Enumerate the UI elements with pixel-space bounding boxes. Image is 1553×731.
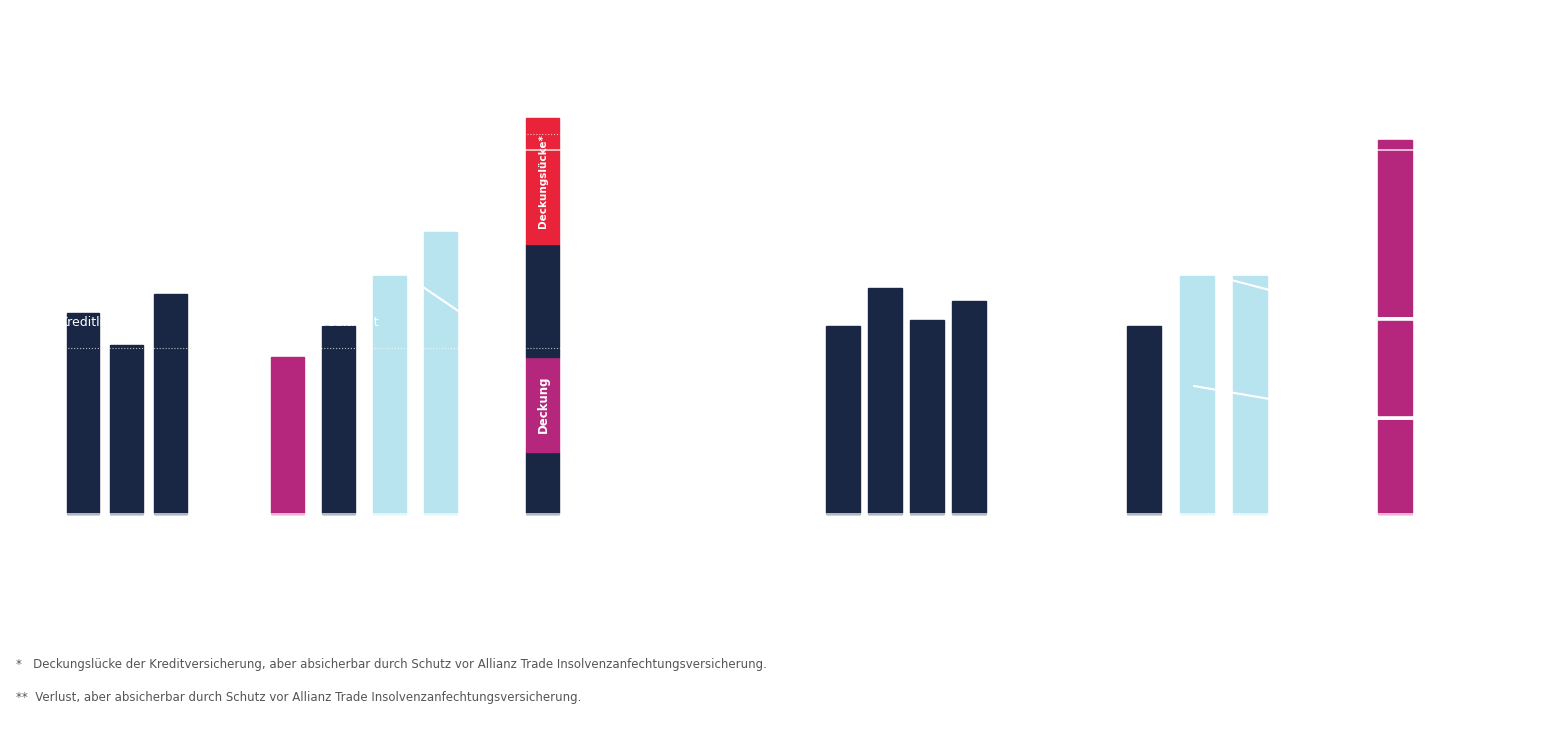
Bar: [154, 295, 186, 515]
Bar: [526, 452, 559, 515]
Bar: [952, 300, 986, 515]
Text: Unbezahlte
Forderungen: Unbezahlte Forderungen: [503, 549, 582, 577]
Text: 2. Als Einzelversicherung: 2. Als Einzelversicherung: [803, 43, 1100, 63]
Bar: [826, 326, 860, 515]
Bar: [67, 314, 99, 515]
Text: Bezahlte
Forderungen: Bezahlte Forderungen: [82, 549, 162, 577]
Text: Angefochtene
Forderungen: Angefochtene Forderungen: [351, 549, 439, 577]
Bar: [1180, 276, 1214, 515]
Bar: [272, 357, 304, 515]
Bar: [526, 244, 559, 357]
Text: Kreditlimit: Kreditlimit: [59, 317, 124, 329]
Bar: [868, 288, 902, 515]
Bar: [110, 345, 143, 515]
Text: Insolvenzzeitpunkt: Insolvenzzeitpunkt: [822, 96, 940, 109]
Text: *   Deckungslücke der Kreditversicherung, aber absicherbar durch Schutz vor Alli: * Deckungslücke der Kreditversicherung, …: [16, 658, 766, 671]
Text: **  Verlust, aber absicherbar durch Schutz vor Allianz Trade Insolvenzanfechtung: ** Verlust, aber absicherbar durch Schut…: [16, 691, 581, 704]
Bar: [1126, 326, 1160, 515]
Bar: [526, 118, 559, 244]
Text: Kreditlimit: Kreditlimit: [315, 317, 379, 329]
Bar: [424, 232, 457, 515]
Text: Bezahlte
Forderungen: Bezahlte Forderungen: [862, 549, 941, 577]
Bar: [1378, 140, 1412, 316]
Text: Verlust**: Verlust**: [1367, 549, 1423, 562]
Text: Allianz Trade Kreditversicherung: Allianz Trade Kreditversicherung: [40, 77, 433, 97]
Text: Insolvenzzeitpunkt: Insolvenzzeitpunkt: [59, 96, 177, 109]
Bar: [373, 276, 405, 515]
Text: Insolvenzzeitpunkt: Insolvenzzeitpunkt: [315, 96, 432, 109]
Bar: [321, 326, 356, 515]
Bar: [1378, 321, 1412, 415]
Text: 1. Als Ergänzung einer: 1. Als Ergänzung einer: [40, 43, 307, 63]
Bar: [1378, 420, 1412, 515]
Text: Angefochtene
Forderungen: Angefochtene Forderungen: [1166, 549, 1253, 577]
Text: Deckungslücke*: Deckungslücke*: [537, 135, 548, 228]
Text: Deckung: Deckung: [536, 376, 550, 433]
Text: Unbezahlte
Forderungen: Unbezahlte Forderungen: [247, 549, 326, 577]
Bar: [526, 357, 559, 452]
Bar: [1233, 276, 1267, 515]
Text: Insolvenzzeitpunkt: Insolvenzzeitpunkt: [1126, 96, 1244, 109]
Bar: [910, 319, 944, 515]
Text: (ohne Kreditversicherung): (ohne Kreditversicherung): [803, 77, 1123, 97]
